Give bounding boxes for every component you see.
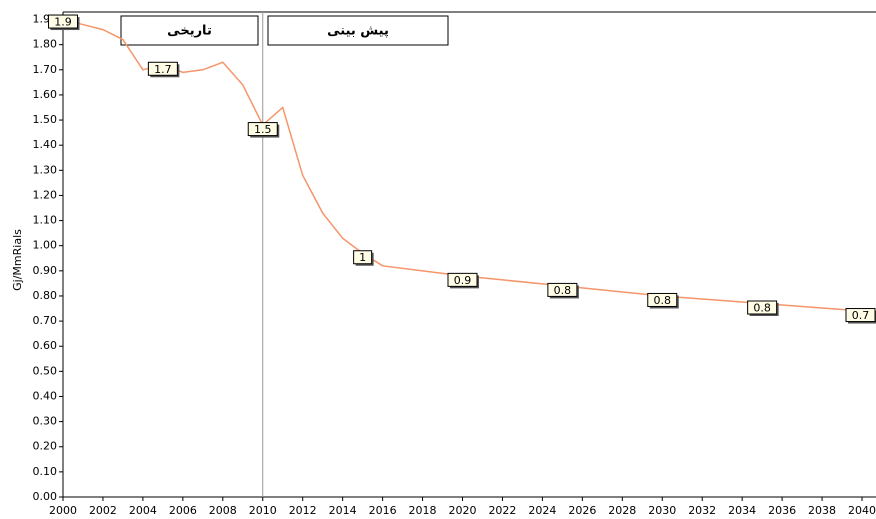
x-tick-label: 2008 (209, 504, 237, 517)
x-tick-label: 2036 (768, 504, 796, 517)
y-tick-label: 0.30 (33, 415, 58, 428)
x-tick-label: 2028 (608, 504, 636, 517)
annotation: تاریخی (167, 24, 212, 39)
data-label-box (247, 122, 278, 137)
y-tick-label: 1.10 (33, 214, 58, 227)
x-tick-label: 2026 (568, 504, 596, 517)
data-label: 1.5 (254, 123, 272, 136)
x-tick-label: 2006 (169, 504, 197, 517)
y-tick-label: 1.00 (33, 239, 58, 252)
line (62, 18, 863, 312)
data-label-box (547, 282, 578, 297)
data-label-box (147, 61, 178, 76)
y-tick-label: 0.60 (33, 339, 58, 352)
data-label: 0.9 (454, 274, 472, 287)
x-tick-label: 2000 (49, 504, 77, 517)
data-label: 1.9 (54, 16, 72, 29)
x-tick-label: 2022 (488, 504, 516, 517)
data-label: 0.7 (852, 309, 870, 322)
y-tick-label: 1.70 (33, 63, 58, 76)
x-tick-label: 2024 (528, 504, 556, 517)
data-label-box (747, 300, 778, 315)
x-tick-label: 2002 (89, 504, 117, 517)
data-label-box (447, 272, 478, 287)
y-tick-label: 1.20 (33, 188, 58, 201)
data-label: 0.8 (753, 302, 771, 315)
y-tick-label: 0.40 (33, 389, 58, 402)
y-tick-label: 1.80 (33, 38, 58, 51)
y-tick-label: 0.90 (33, 264, 58, 277)
data-label: 0.8 (554, 284, 572, 297)
y-tick-label: 0.50 (33, 364, 58, 377)
x-tick-label: 2012 (289, 504, 317, 517)
x-tick-label: 2010 (249, 504, 277, 517)
x-tick-label: 2032 (688, 504, 716, 517)
y-tick-label: 1.40 (33, 138, 58, 151)
y-tick-label: 0.00 (33, 490, 58, 503)
x-tick-label: 2030 (648, 504, 676, 517)
x-tick-label: 2004 (129, 504, 157, 517)
x-tick-label: 2020 (449, 504, 477, 517)
x-tick-label: 2040 (848, 504, 876, 517)
x-tick-label: 2016 (369, 504, 397, 517)
data-label: 1.7 (154, 63, 172, 76)
data-label-box (48, 14, 78, 29)
x-tick-label: 2014 (329, 504, 357, 517)
data-label-box (845, 308, 876, 323)
x-tick-label: 2034 (728, 504, 756, 517)
y-tick-label: 1.50 (33, 113, 58, 126)
annotation-box (267, 15, 449, 46)
data-label-box (647, 292, 678, 307)
y-tick-label: 1.60 (33, 88, 58, 101)
x-tick-label: 2018 (409, 504, 437, 517)
y-axis-label: Gj/MmRials (11, 229, 24, 291)
y-tick-label: 0.20 (33, 440, 58, 453)
x-tick-label: 2038 (808, 504, 836, 517)
annotation: پیش بینی (327, 24, 389, 39)
data-label-box (353, 250, 373, 265)
y-tick-label: 0.70 (33, 314, 58, 327)
annotation-box (120, 15, 259, 46)
y-tick-label: 0.10 (33, 465, 58, 478)
y-tick-label: 0.80 (33, 289, 58, 302)
data-label: 0.8 (654, 294, 672, 307)
data-label: 1 (359, 251, 366, 264)
y-tick-label: 1.30 (33, 163, 58, 176)
